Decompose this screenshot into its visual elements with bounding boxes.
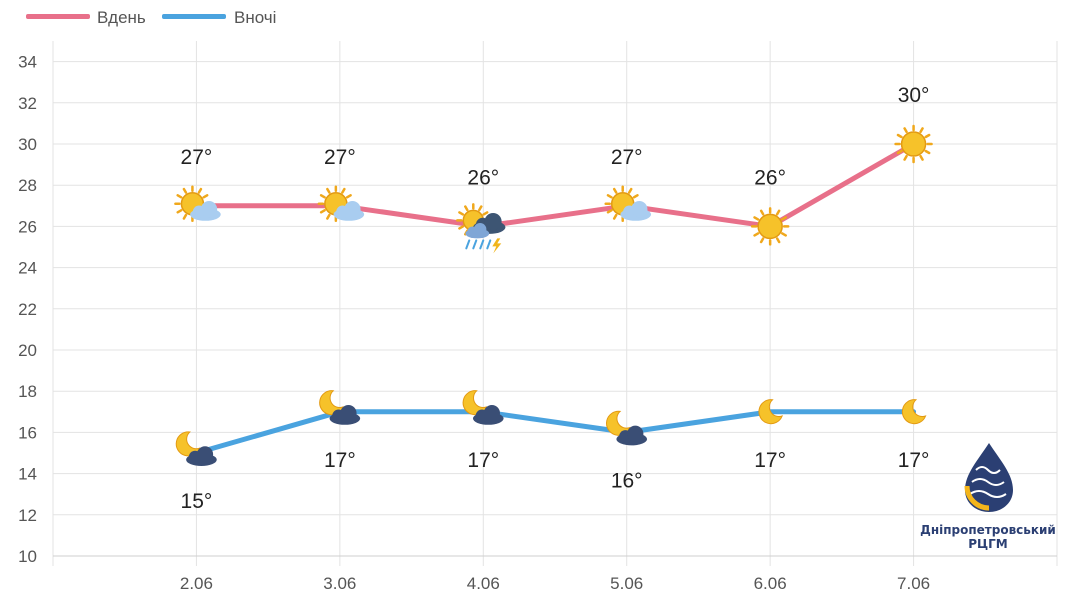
y-tick-label: 16: [18, 423, 37, 442]
y-axis-ticks: 10 12 14 16 18 20 22 24 26 28 30 32 34: [18, 53, 37, 566]
legend-label-day: Вдень: [97, 8, 146, 27]
y-tick-label: 24: [18, 259, 37, 278]
y-tick-label: 34: [18, 53, 37, 72]
y-tick-label: 30: [18, 135, 37, 154]
y-tick-label: 18: [18, 382, 37, 401]
logo-text-line2: РЦГМ: [968, 537, 1008, 551]
moon-icon: [901, 399, 927, 425]
y-tick-label: 10: [18, 547, 37, 566]
y-tick-label: 32: [18, 94, 37, 113]
x-tick-label: 5.06: [610, 574, 643, 593]
x-tick-label: 3.06: [323, 574, 356, 593]
data-label-night: 17°: [324, 449, 356, 472]
sun-behind-cloud-icon: [317, 185, 365, 223]
data-label-day: 26°: [467, 166, 499, 189]
x-tick-label: 2.06: [180, 574, 213, 593]
data-label-night: 16°: [611, 469, 643, 492]
y-tick-label: 28: [18, 176, 37, 195]
x-tick-label: 7.06: [897, 574, 930, 593]
weather-icons: [174, 124, 933, 467]
sun-icon: [894, 124, 933, 164]
sun-behind-cloud-icon: [604, 185, 652, 223]
y-tick-label: 26: [18, 217, 37, 236]
data-label-night: 15°: [181, 490, 213, 513]
data-label-day: 26°: [754, 166, 786, 189]
legend-swatch-night: [162, 14, 226, 19]
series-lines: [193, 141, 917, 456]
series-line-night: [193, 409, 917, 456]
legend-swatch-day: [26, 14, 90, 19]
x-tick-label: 4.06: [467, 574, 500, 593]
x-axis-ticks: 2.06 3.06 4.06 5.06 6.06 7.06: [180, 574, 930, 593]
y-tick-label: 20: [18, 341, 37, 360]
legend-label-night: Вночі: [234, 8, 276, 27]
grid: [52, 41, 1058, 566]
moon-cloudy-icon: [175, 431, 217, 467]
moon-cloudy-icon: [606, 410, 648, 446]
sun-behind-cloud-icon: [174, 185, 221, 223]
data-label-day: 27°: [324, 146, 356, 169]
data-label-day: 27°: [181, 146, 213, 169]
data-label-day: 30°: [898, 84, 930, 107]
data-labels: 27° 27° 26° 27° 26° 30° 15° 17° 17° 16° 17° 17°: [181, 84, 930, 513]
moon-cloudy-icon: [462, 390, 504, 425]
sun-icon: [750, 207, 790, 246]
data-label-night: 17°: [898, 449, 930, 472]
moon-cloudy-icon: [319, 390, 361, 425]
logo: Дніпропетровський РЦГМ: [920, 443, 1056, 551]
y-tick-label: 14: [18, 465, 37, 484]
data-label-night: 17°: [467, 449, 499, 472]
logo-text-line1: Дніпропетровський: [920, 523, 1056, 537]
legend-item-day[interactable]: Вдень: [26, 8, 146, 27]
moon-icon: [758, 399, 784, 425]
series-line-day: [193, 141, 917, 229]
data-label-night: 17°: [754, 449, 786, 472]
y-tick-label: 22: [18, 300, 37, 319]
legend[interactable]: Вдень Вночі: [26, 8, 276, 27]
legend-item-night[interactable]: Вночі: [162, 8, 276, 27]
data-label-day: 27°: [611, 146, 643, 169]
thunderstorm-rain-icon: [456, 203, 506, 254]
water-drop-logo-icon: [964, 443, 1013, 512]
y-tick-label: 12: [18, 506, 37, 525]
x-tick-label: 6.06: [754, 574, 787, 593]
